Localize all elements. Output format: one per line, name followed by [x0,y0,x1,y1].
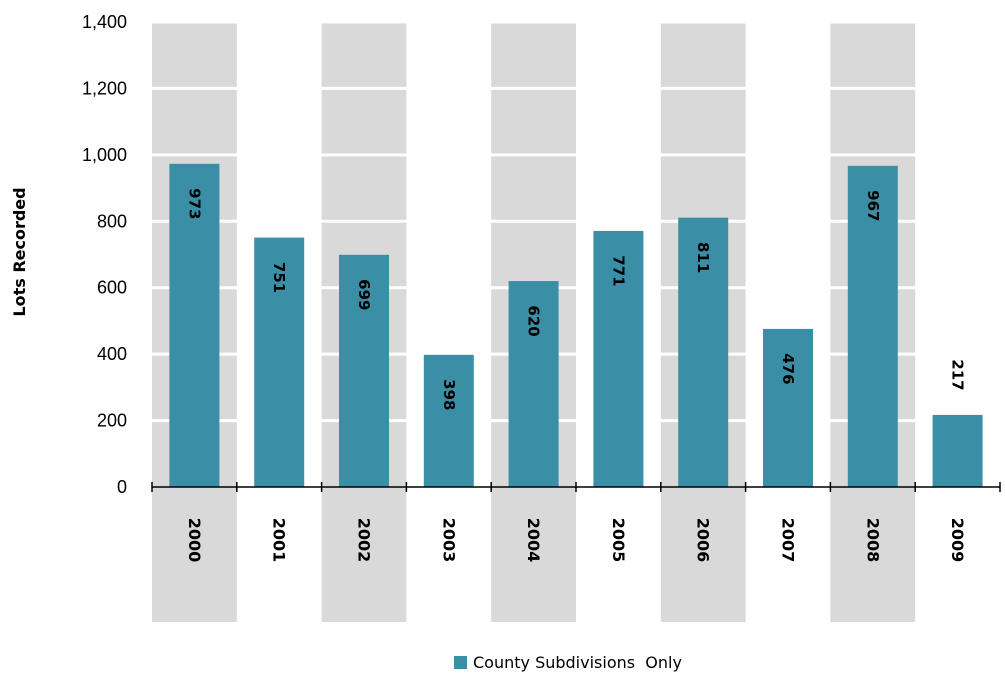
bar-2005 [593,230,644,488]
bar-2001 [254,237,305,487]
data-label-2005: 771 [609,255,627,286]
x-tick-label-2009: 2009 [948,518,967,563]
bar-2008 [847,165,898,487]
data-label-2007: 476 [779,353,797,384]
x-tick-labels: 2000 2001 2002 2003 2004 2005 2006 2007 2008 2009 [185,518,967,563]
data-label-2009: 217 [949,359,967,390]
bar-2009 [932,414,983,487]
x-tick-label-2005: 2005 [609,518,628,563]
legend-swatch [454,656,467,669]
x-tick-label-2008: 2008 [863,518,882,563]
y-tick-label: 600 [97,278,127,298]
data-label-2008: 967 [864,190,882,221]
legend-label: County Subdivisions Only [473,653,682,672]
data-label-2004: 620 [525,305,543,336]
x-tick-label-2007: 2007 [779,518,798,563]
data-labels: 973 751 699 398 620 771 811 476 967 217 [185,188,966,410]
y-tick-label: 400 [97,344,127,364]
y-tick-labels: 0 200 400 600 800 1,000 1,200 1,400 [82,12,127,497]
data-label-2001: 751 [270,262,288,293]
bar-2004 [508,281,559,487]
y-tick-label: 200 [97,411,127,431]
bars [169,163,983,488]
x-tick-label-2004: 2004 [524,518,543,563]
bar-2007 [763,328,813,487]
y-axis-title: Lots Recorded [10,187,29,316]
y-tick-label: 0 [117,477,127,497]
bar-2003 [423,354,474,487]
legend: County Subdivisions Only [454,653,682,672]
x-tick-label-2001: 2001 [270,518,289,563]
x-tick-label-2006: 2006 [694,518,713,563]
y-tick-label: 1,400 [82,12,127,32]
bar-2000 [169,163,220,487]
data-label-2006: 811 [694,242,712,273]
bar-2006 [678,217,729,487]
y-tick-label: 800 [97,211,127,231]
x-tick-label-2002: 2002 [355,518,374,563]
data-label-2003: 398 [440,379,458,410]
x-tick-label-2000: 2000 [185,518,204,563]
bar-2002 [339,254,389,487]
y-tick-label: 1,000 [82,145,127,165]
data-label-2000: 973 [185,188,203,219]
x-tick-label-2003: 2003 [439,518,458,563]
y-tick-label: 1,200 [82,78,127,98]
data-label-2002: 699 [355,279,373,310]
axes [151,482,1001,492]
